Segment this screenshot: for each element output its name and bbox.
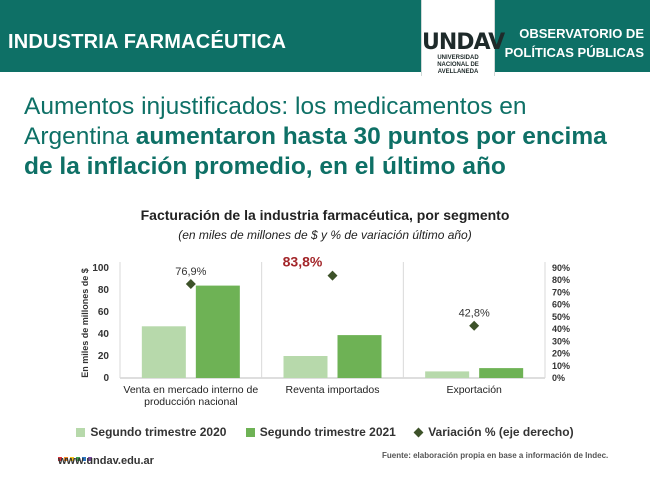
category-label: Exportación bbox=[446, 384, 502, 396]
y-tick-label: 20 bbox=[98, 351, 110, 362]
y2-tick-label: 80% bbox=[552, 275, 570, 285]
bar-2021 bbox=[195, 285, 240, 378]
header-bar: INDUSTRIA FARMACÉUTICA OBSERVATORIO DE P… bbox=[0, 0, 650, 72]
variation-data-label: 42,8% bbox=[459, 308, 490, 320]
org-name-line1: OBSERVATORIO DE bbox=[519, 26, 644, 41]
org-name-line2: POLÍTICAS PÚBLICAS bbox=[504, 45, 644, 60]
bar-2020 bbox=[283, 356, 328, 378]
y-tick-label: 0 bbox=[103, 373, 109, 384]
logo-sub-line2: NACIONAL DE bbox=[437, 62, 479, 68]
headline-normal: Aumentos injustificados: los medicamento… bbox=[24, 93, 527, 150]
chart-legend: Segundo trimestre 2020 Segundo trimestre… bbox=[0, 425, 650, 439]
legend-item-variation: Variación % (eje derecho) bbox=[413, 425, 574, 439]
logo-mark: UNDAV bbox=[422, 30, 505, 55]
legend-item-2020: Segundo trimestre 2020 bbox=[76, 425, 226, 439]
category-label: Venta en mercado interno de bbox=[123, 384, 258, 396]
bar-2021 bbox=[337, 335, 382, 378]
section-title: INDUSTRIA FARMACÉUTICA bbox=[8, 31, 287, 53]
y-tick-label: 80 bbox=[98, 285, 110, 296]
bar-2020 bbox=[141, 326, 186, 378]
source-note: Fuente: elaboración propia en base a inf… bbox=[382, 451, 609, 460]
variation-data-label: 76,9% bbox=[175, 266, 206, 278]
variation-data-label: 83,8% bbox=[283, 254, 323, 270]
bar-2021 bbox=[479, 368, 524, 378]
legend-item-2021: Segundo trimestre 2021 bbox=[245, 425, 396, 439]
chart-title: Facturación de la industria farmacéutica… bbox=[140, 207, 510, 223]
legend-label-variation: Variación % (eje derecho) bbox=[428, 425, 574, 439]
y2-tick-label: 60% bbox=[552, 300, 570, 310]
y2-tick-label: 70% bbox=[552, 287, 570, 297]
legend-label-2020: Segundo trimestre 2020 bbox=[90, 425, 227, 439]
headline-bold: aumentaron hasta 30 puntos por encima de… bbox=[24, 123, 607, 180]
headline: Aumentos injustificados: los medicamento… bbox=[24, 92, 634, 182]
variation-point bbox=[327, 270, 338, 281]
logo-sub-line3: AVELLANEDA bbox=[437, 69, 479, 75]
org-name: OBSERVATORIO DE POLÍTICAS PÚBLICAS bbox=[505, 24, 644, 62]
y2-tick-label: 50% bbox=[552, 312, 570, 322]
variation-point bbox=[469, 320, 480, 331]
undav-logo[interactable]: UNDAV UNIVERSIDAD NACIONAL DE AVELLANEDA bbox=[421, 0, 505, 76]
legend-diamond-icon bbox=[413, 427, 424, 438]
y2-tick-label: 20% bbox=[552, 349, 570, 359]
category-label: Reventa importados bbox=[286, 384, 380, 396]
footer-color-dots bbox=[58, 448, 94, 466]
y2-tick-label: 40% bbox=[552, 324, 570, 334]
y2-tick-label: 10% bbox=[552, 361, 570, 371]
legend-swatch-2021 bbox=[245, 428, 255, 437]
bar-chart: 0 20 40 60 80 100 0% 10% 20% 30% 40% 50% 60% 70% 80% 90… bbox=[80, 254, 570, 408]
y-tick-label: 100 bbox=[92, 263, 109, 274]
y-tick-label: 40 bbox=[98, 329, 110, 340]
y-tick-label: 60 bbox=[98, 307, 110, 318]
footer-url-link[interactable]: www.undav.edu.ar bbox=[58, 455, 154, 467]
bar-2020 bbox=[425, 371, 470, 378]
category-label: producción nacional bbox=[144, 396, 237, 408]
logo-sub-line1: UNIVERSIDAD bbox=[437, 55, 479, 61]
y-axis-title: En miles de millones de $ bbox=[80, 268, 90, 378]
variation-point bbox=[185, 279, 196, 290]
legend-swatch-2020 bbox=[76, 428, 86, 437]
y2-tick-label: 0% bbox=[552, 373, 565, 383]
legend-label-2021: Segundo trimestre 2021 bbox=[259, 425, 396, 439]
y2-tick-label: 90% bbox=[552, 263, 570, 273]
logo-subtitle: UNIVERSIDAD NACIONAL DE AVELLANEDA bbox=[422, 55, 494, 76]
y2-tick-label: 30% bbox=[552, 336, 570, 346]
chart-subtitle: (en miles de millones de $ y % de variac… bbox=[178, 228, 472, 242]
